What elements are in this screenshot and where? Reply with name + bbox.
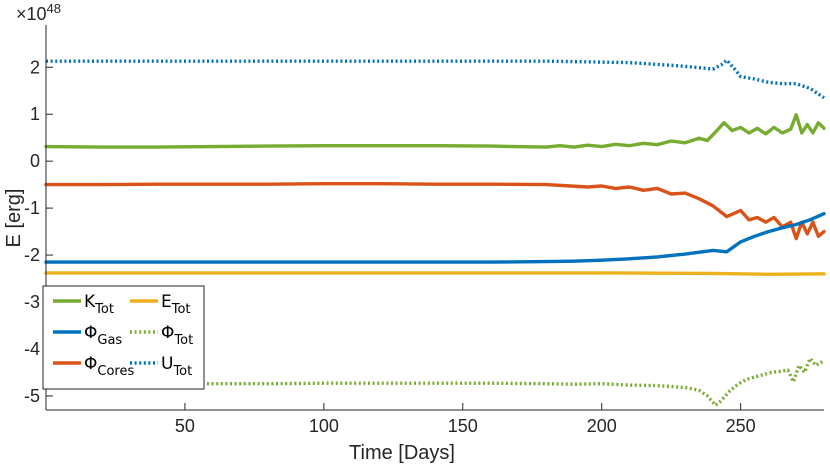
- y-tick-label: -3: [24, 292, 40, 312]
- series-layer: [44, 58, 826, 407]
- legend-label: ETot: [161, 292, 191, 317]
- legend-box: [42, 285, 205, 390]
- series-line-1: [44, 113, 826, 149]
- series-line-3: [46, 58, 825, 100]
- legend-label: ΦGas: [84, 323, 122, 348]
- y-tick-label: -5: [24, 386, 40, 406]
- y-tick-label: 1: [30, 104, 40, 124]
- y-exponent-label: ×1048: [16, 1, 61, 24]
- x-axis-title: Time [Days]: [349, 442, 455, 464]
- series-line-5: [44, 271, 826, 276]
- x-tick-label: 200: [587, 416, 617, 436]
- y-tick-label: -4: [24, 339, 40, 359]
- x-tick-label: 150: [448, 416, 478, 436]
- legend-label: ΦTot: [161, 323, 193, 348]
- x-tick-label: 50: [175, 416, 195, 436]
- y-tick-label: -1: [24, 198, 40, 218]
- legend-label: KTot: [84, 292, 114, 317]
- x-tick-label: 100: [309, 416, 339, 436]
- legend: KTot ETot ΦGas ΦTot ΦCores UTot: [42, 285, 205, 390]
- series-line-6: [46, 356, 825, 407]
- x-tick-label: 250: [726, 416, 756, 436]
- legend-label: UTot: [161, 354, 192, 379]
- y-exponent-base: ×1048: [16, 1, 61, 24]
- y-tick-label: 2: [30, 57, 40, 77]
- ticks-layer: 50 100 150 200 250 -5 -4 -3 -2 -1 0 1 2: [24, 57, 756, 436]
- series-line-4: [44, 212, 826, 264]
- y-tick-label: -2: [24, 245, 40, 265]
- y-tick-label: 0: [30, 151, 40, 171]
- y-axis-title: E [erg]: [3, 189, 25, 248]
- legend-label: ΦCores: [84, 354, 134, 379]
- series-line-2: [44, 182, 826, 241]
